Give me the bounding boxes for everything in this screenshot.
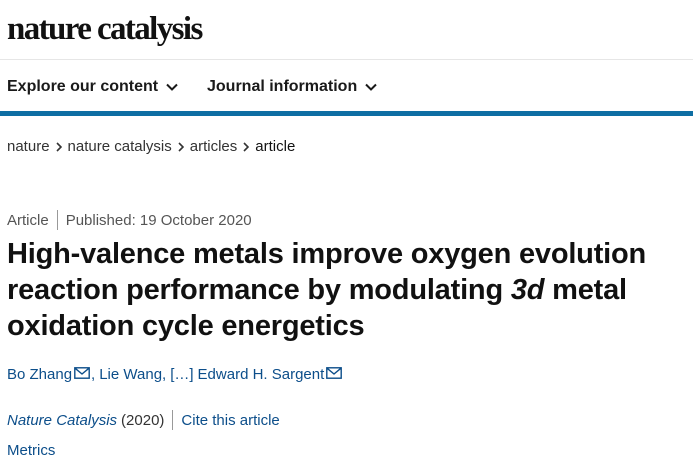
explore-content-menu[interactable]: Explore our content [7, 78, 178, 96]
author-link[interactable]: Lie Wang, [99, 366, 167, 383]
breadcrumb-nature[interactable]: nature [7, 138, 50, 155]
meta-divider [56, 210, 58, 230]
chevron-right-icon [178, 141, 184, 152]
article-title: High-valence metals improve oxygen evolu… [7, 236, 693, 344]
author-list: Bo Zhang , Lie Wang, […] Edward H. Sarge… [7, 366, 343, 383]
publication-year: (2020) [121, 411, 165, 429]
explore-content-label: Explore our content [7, 78, 159, 95]
breadcrumb-nature-catalysis[interactable]: nature catalysis [67, 138, 172, 155]
author-separator: , [91, 366, 96, 383]
metrics-link[interactable]: Metrics [7, 442, 56, 459]
title-italic: 3d [510, 274, 545, 306]
mail-icon[interactable] [326, 366, 343, 379]
nav-divider [0, 111, 693, 116]
article-meta: Article Published: 19 October 2020 [7, 210, 252, 230]
breadcrumb-articles[interactable]: articles [189, 138, 238, 155]
mail-icon[interactable] [74, 366, 90, 379]
citation-line: Nature Catalysis (2020) Cite this articl… [7, 410, 280, 430]
breadcrumb: nature nature catalysis articles article [7, 138, 295, 155]
breadcrumb-current: article [255, 138, 296, 155]
chevron-down-icon [166, 83, 178, 91]
journal-logo[interactable]: nature catalysis [7, 11, 203, 47]
author-link[interactable]: Edward H. Sargent [197, 366, 325, 383]
title-part-2: metal oxidation cycle energetics [7, 274, 627, 342]
site-header: nature catalysis [0, 0, 693, 60]
chevron-down-icon [365, 83, 377, 91]
journal-name-link[interactable]: Nature Catalysis [7, 411, 118, 429]
journal-information-label: Journal information [207, 78, 358, 95]
main-nav: Explore our content Journal information [0, 60, 693, 112]
chevron-right-icon [55, 141, 62, 152]
author-link[interactable]: Bo Zhang [7, 366, 73, 383]
cite-this-article-link[interactable]: Cite this article [181, 411, 280, 429]
chevron-right-icon [243, 141, 250, 152]
show-all-authors-button[interactable]: […] [170, 366, 194, 383]
title-part-1: High-valence metals improve oxygen evolu… [7, 238, 647, 306]
journal-information-menu[interactable]: Journal information [207, 78, 377, 96]
article-type: Article [7, 211, 49, 229]
published-date: Published: 19 October 2020 [65, 211, 252, 229]
citation-divider [172, 410, 174, 430]
